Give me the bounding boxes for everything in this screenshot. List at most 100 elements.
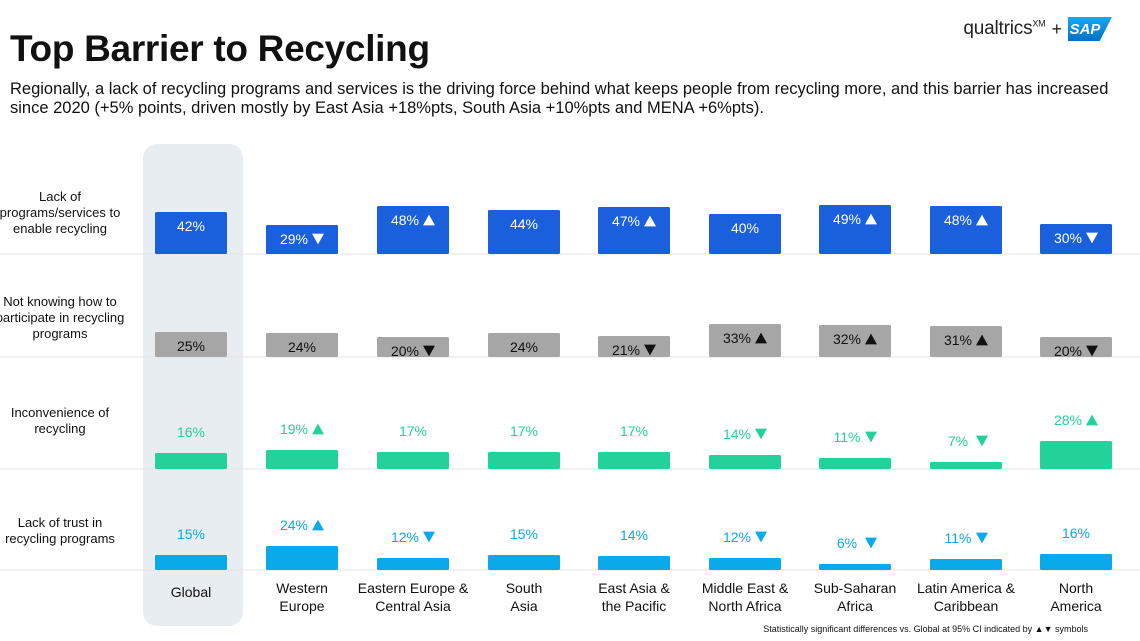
bar-value-label: 24% bbox=[510, 339, 538, 355]
category-label: Caribbean bbox=[934, 598, 999, 614]
category-label: North bbox=[1059, 580, 1093, 596]
bar bbox=[819, 564, 891, 570]
bar bbox=[266, 450, 338, 469]
bar bbox=[488, 555, 560, 570]
bar-value-label: 33% bbox=[723, 330, 751, 346]
row-label-3: recycling bbox=[34, 421, 85, 436]
significance-down-icon bbox=[644, 344, 656, 356]
row-label-3: Inconvenience of bbox=[11, 405, 110, 420]
category-label: Africa bbox=[837, 598, 873, 614]
bar bbox=[155, 555, 227, 570]
category-label: Western bbox=[276, 580, 328, 596]
bar bbox=[266, 225, 338, 254]
bar bbox=[930, 206, 1002, 254]
significance-up-icon bbox=[755, 332, 767, 344]
page-subtitle: Regionally, a lack of recycling programs… bbox=[10, 80, 1109, 117]
bar-value-label: 6% bbox=[837, 535, 857, 551]
significance-down-icon bbox=[865, 431, 877, 443]
bar bbox=[930, 326, 1002, 357]
qualtrics-wordmark: qualtricsXM bbox=[963, 18, 1046, 39]
bar-value-label: 7% bbox=[948, 433, 968, 449]
category-label: South bbox=[506, 580, 543, 596]
brand-logo: qualtricsXM + SAP bbox=[963, 14, 1112, 44]
bar-value-label: 24% bbox=[288, 339, 316, 355]
bar-value-label: 15% bbox=[510, 526, 538, 542]
bar-value-label: 29% bbox=[280, 231, 308, 247]
bar bbox=[488, 210, 560, 254]
bar-value-label: 24% bbox=[280, 517, 308, 533]
significance-down-icon bbox=[755, 531, 767, 543]
bar bbox=[598, 452, 670, 469]
bar bbox=[377, 452, 449, 469]
bar bbox=[709, 214, 781, 254]
bar-value-label: 44% bbox=[510, 216, 538, 232]
bar-value-label: 11% bbox=[834, 429, 861, 445]
bar-value-label: 31% bbox=[944, 332, 972, 348]
bar-value-label: 20% bbox=[1054, 343, 1082, 359]
bar bbox=[819, 458, 891, 469]
row-label-2: Not knowing how to bbox=[3, 294, 116, 309]
logo-plus: + bbox=[1051, 18, 1062, 39]
bar bbox=[488, 333, 560, 357]
significance-down-icon bbox=[865, 537, 877, 549]
sap-logo: SAP bbox=[1068, 17, 1112, 41]
bar bbox=[930, 559, 1002, 570]
page-title: Top Barrier to Recycling bbox=[10, 28, 430, 69]
significance-up-icon bbox=[976, 334, 988, 346]
bar bbox=[266, 333, 338, 357]
significance-up-icon bbox=[865, 333, 877, 345]
category-label: Global bbox=[171, 584, 211, 600]
category-label: Central Asia bbox=[375, 598, 451, 614]
significance-up-icon bbox=[312, 423, 324, 435]
bar bbox=[377, 558, 449, 570]
significance-up-icon bbox=[865, 213, 877, 225]
category-label: East Asia & bbox=[598, 580, 670, 596]
bar bbox=[1040, 224, 1112, 254]
significance-up-icon bbox=[312, 519, 324, 531]
bar-value-label: 14% bbox=[723, 426, 751, 442]
significance-down-icon bbox=[423, 345, 435, 357]
category-label: Sub-Saharan bbox=[814, 580, 897, 596]
bar bbox=[266, 546, 338, 570]
row-label-4: Lack of trust in bbox=[18, 515, 103, 530]
significance-down-icon bbox=[1086, 232, 1098, 244]
category-label: Latin America & bbox=[917, 580, 1016, 596]
significance-footnote: Statistically significant differences vs… bbox=[763, 624, 1088, 634]
bar-value-label: 42% bbox=[177, 218, 205, 234]
global-highlight-column bbox=[143, 144, 243, 626]
bar-value-label: 17% bbox=[620, 423, 648, 439]
category-label: North Africa bbox=[708, 598, 781, 614]
bar-value-label: 48% bbox=[944, 212, 972, 228]
significance-down-icon bbox=[976, 435, 988, 447]
significance-up-icon bbox=[976, 214, 988, 226]
bar bbox=[709, 455, 781, 469]
row-label-1: programs/services to bbox=[0, 205, 120, 220]
bar-value-label: 20% bbox=[391, 343, 419, 359]
bar-value-label: 15% bbox=[177, 526, 205, 542]
bar bbox=[1040, 554, 1112, 570]
bar-value-label: 16% bbox=[177, 424, 205, 440]
row-label-4: recycling programs bbox=[5, 531, 115, 546]
significance-down-icon bbox=[755, 428, 767, 440]
category-label: Europe bbox=[279, 598, 324, 614]
category-label: the Pacific bbox=[602, 598, 667, 614]
bar-value-label: 47% bbox=[612, 213, 640, 229]
significance-down-icon bbox=[312, 233, 324, 245]
bar-value-label: 14% bbox=[620, 527, 648, 543]
row-label-2: programs bbox=[33, 326, 88, 341]
category-label: Eastern Europe & bbox=[358, 580, 469, 596]
bar-value-label: 16% bbox=[1062, 525, 1090, 541]
row-label-2: participate in recycling bbox=[0, 310, 124, 325]
significance-up-icon bbox=[1086, 414, 1098, 426]
bar-value-label: 25% bbox=[177, 338, 205, 354]
significance-down-icon bbox=[423, 531, 435, 543]
bar-value-label: 11% bbox=[945, 530, 972, 546]
bar-value-label: 32% bbox=[833, 331, 861, 347]
bar-value-label: 12% bbox=[391, 529, 419, 545]
bar bbox=[488, 452, 560, 469]
significance-up-icon bbox=[423, 214, 435, 226]
significance-down-icon bbox=[1086, 345, 1098, 357]
bar bbox=[155, 453, 227, 469]
bar-value-label: 49% bbox=[833, 211, 861, 227]
